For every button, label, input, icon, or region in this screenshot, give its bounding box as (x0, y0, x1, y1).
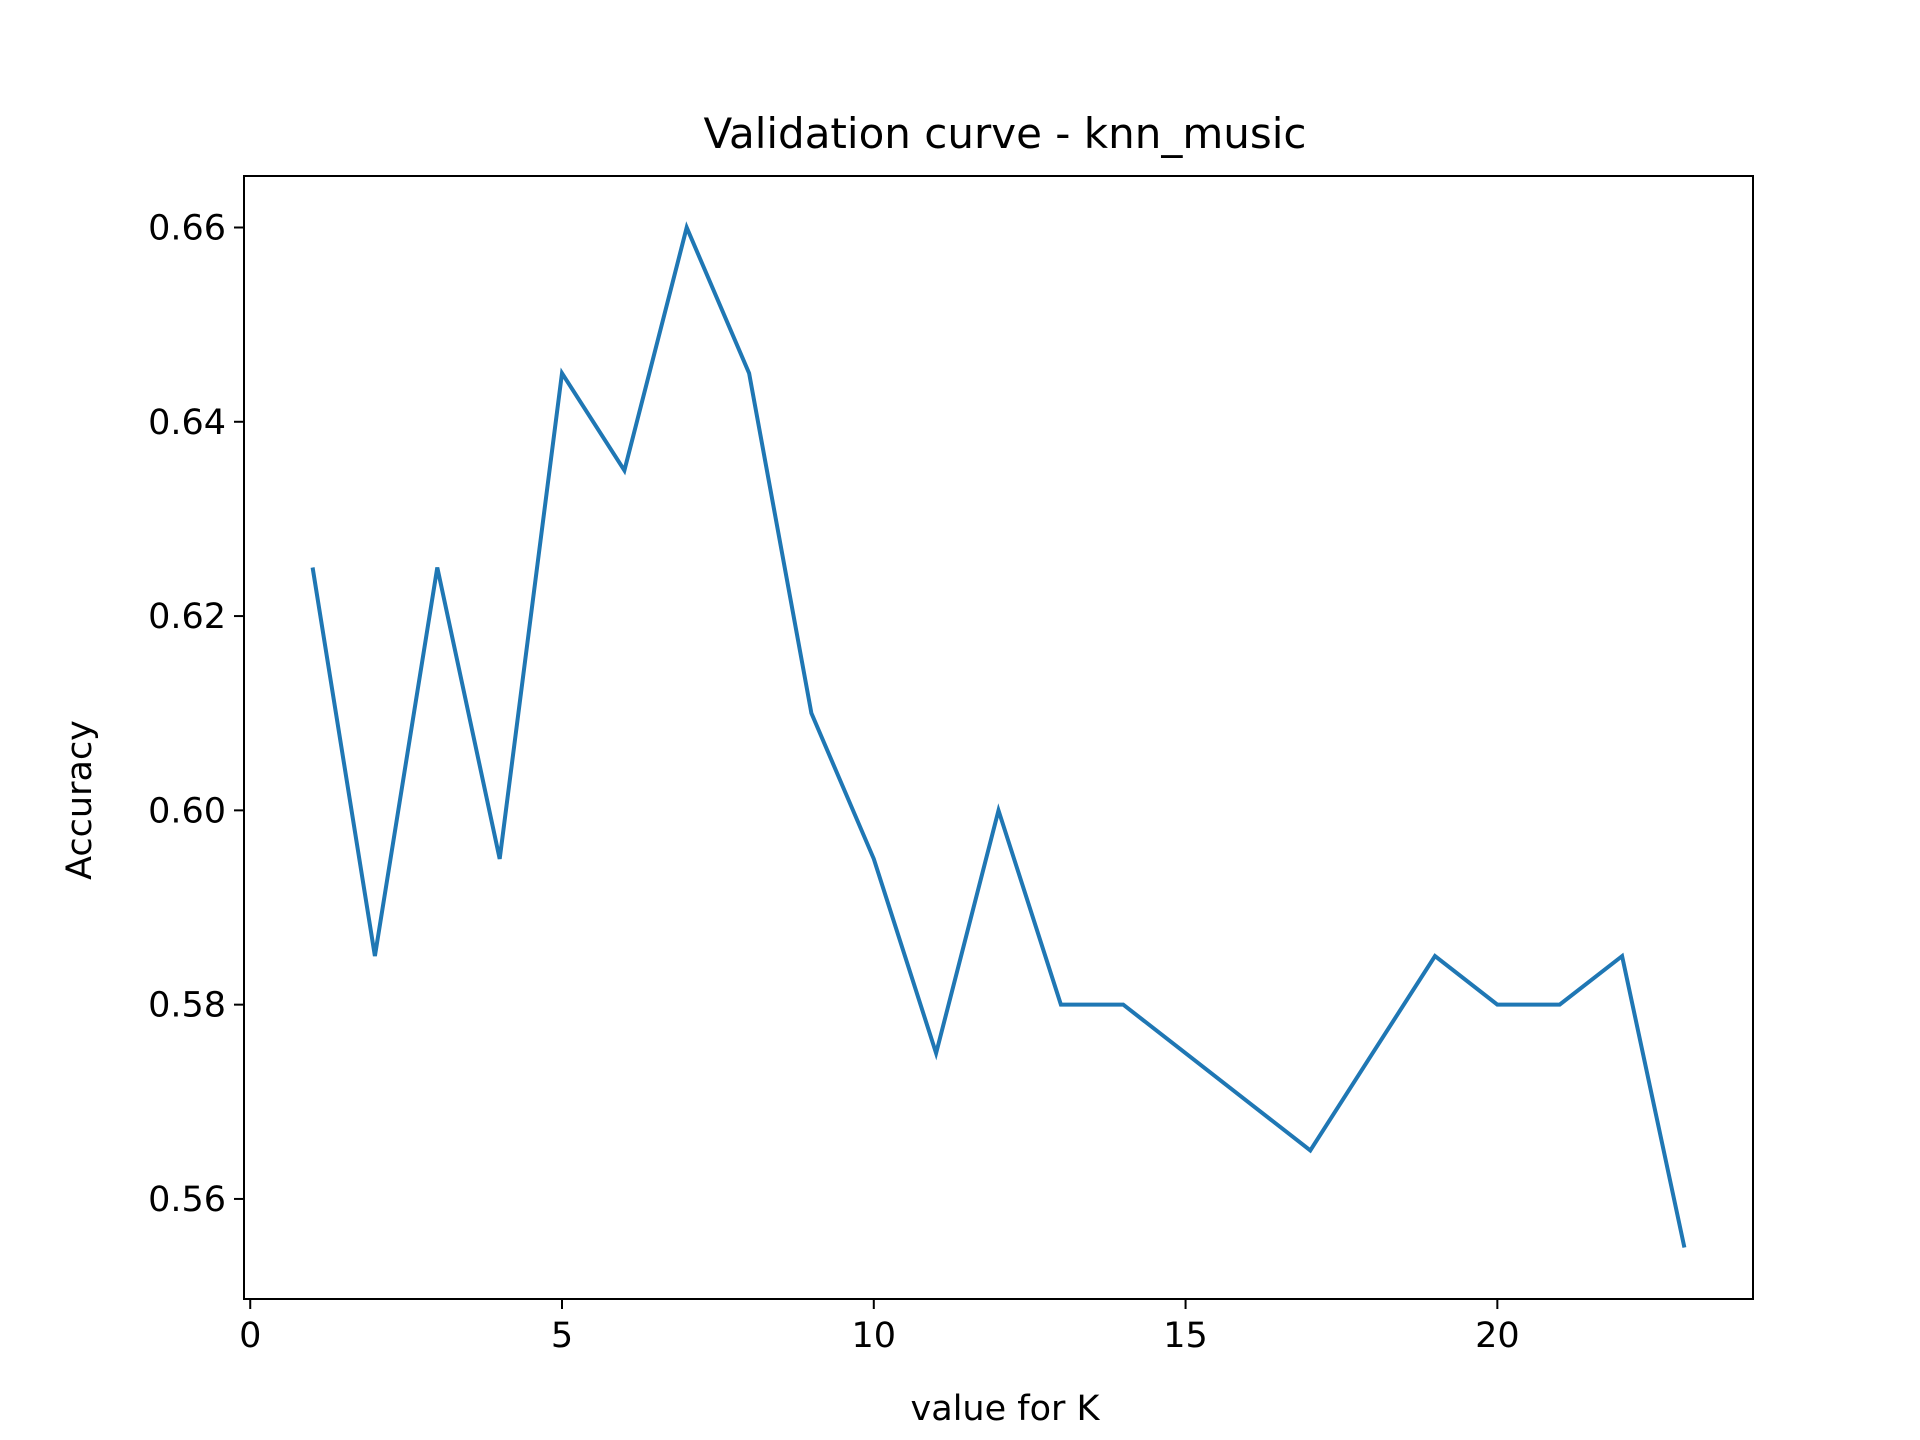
x-tick-label: 10 (852, 1316, 897, 1356)
accuracy-line (310, 221, 1687, 1248)
axes-frame (243, 175, 1754, 1300)
y-tick-label: 0.56 (148, 1180, 226, 1220)
y-tick-label: 0.64 (148, 403, 226, 443)
y-tick-label: 0.66 (148, 208, 226, 248)
plot-area (310, 221, 1687, 1248)
x-axis-label: value for K (911, 1389, 1101, 1429)
x-axis-ticks: 0 5 10 15 20 (239, 1299, 1520, 1356)
y-tick-label: 0.60 (148, 791, 226, 831)
y-axis-ticks: 0.56 0.58 0.60 0.62 0.64 0.66 (148, 208, 244, 1220)
x-tick-label: 0 (239, 1316, 261, 1356)
x-tick-label: 15 (1163, 1316, 1208, 1356)
chart-title: Validation curve - knn_music (703, 109, 1306, 158)
x-tick-label: 5 (551, 1316, 573, 1356)
y-axis-label: Accuracy (60, 720, 100, 880)
y-tick-label: 0.62 (148, 597, 226, 637)
x-tick-label: 20 (1475, 1316, 1520, 1356)
y-tick-label: 0.58 (148, 986, 226, 1026)
